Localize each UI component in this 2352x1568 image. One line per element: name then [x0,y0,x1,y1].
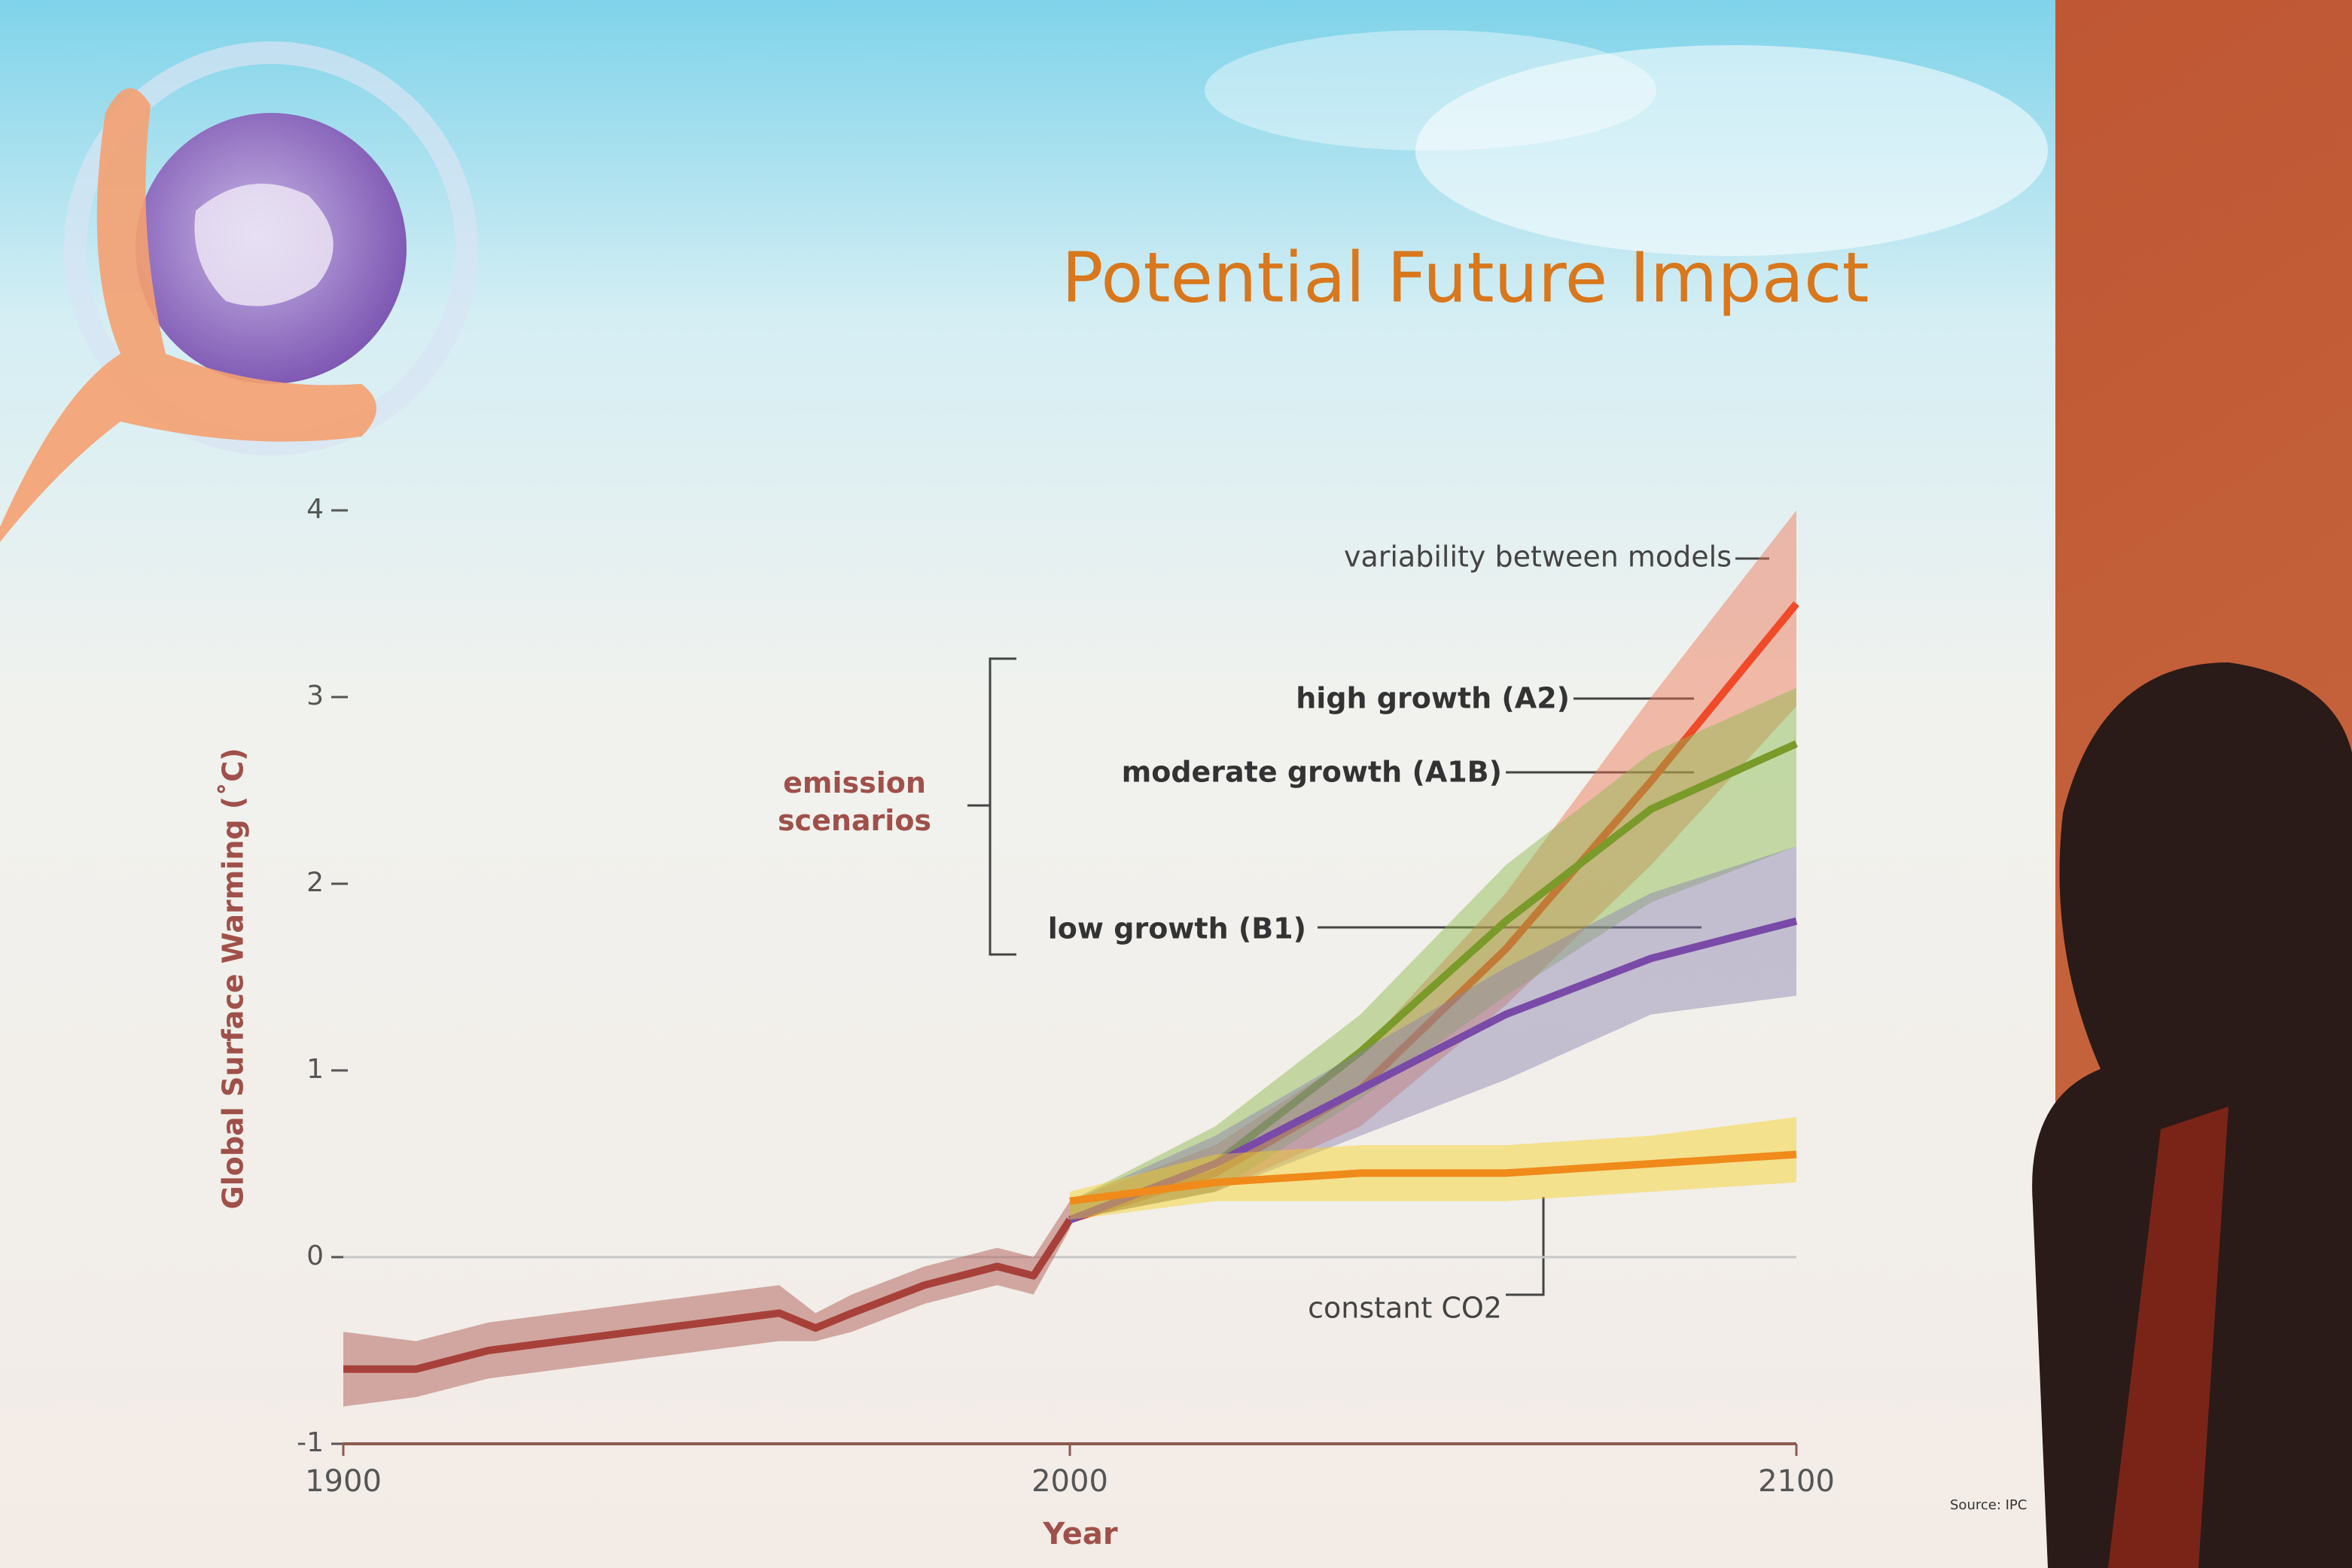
annotation: emission scenarios [777,766,932,837]
model-range-band [1070,1117,1796,1220]
y-tick-label: 1 [306,1054,324,1085]
pointer [1506,1197,1545,1296]
x-tick-label: 2000 [1031,1464,1108,1499]
y-tick-label: 2 [306,867,324,898]
globe-halo [64,41,478,455]
hands [0,88,376,543]
x-tick-label: 1900 [305,1464,382,1499]
chart-title: Potential Future Impact [1062,237,1869,318]
presenter-tie [2108,1107,2229,1568]
series-line [343,1217,1074,1373]
model-range-band [343,1201,1070,1407]
model-range-band [1070,687,1796,1220]
model-range-band [1070,846,1796,1220]
series-label: constant CO2 [1308,1292,1502,1325]
x-axis-label: Year [1042,1517,1117,1551]
y-axis-label: Global Surface Warming (˚C) [217,748,250,1210]
cloud [1415,45,2048,256]
series-line [1069,1150,1797,1205]
y-tick-label: 0 [306,1241,324,1271]
y-tick-label: 4 [306,494,324,525]
series-label: high growth (A2) [1296,682,1570,715]
series-line [1068,917,1798,1224]
series-label: moderate growth (A1B) [1122,756,1502,789]
y-tick-label: -1 [297,1427,324,1458]
series-label: low growth (B1) [1048,912,1306,945]
presenter [2032,662,2352,1568]
cloud [1205,30,1656,151]
annotation: variability between models [1344,540,1732,574]
series-line [1068,601,1799,1224]
x-tick-label: 2100 [1758,1464,1835,1499]
source-note: Source: IPC [1950,1497,2027,1513]
bracket [967,657,1016,956]
model-range-band [1070,510,1796,1220]
globe-land [194,184,334,306]
y-tick-label: 3 [306,680,324,711]
